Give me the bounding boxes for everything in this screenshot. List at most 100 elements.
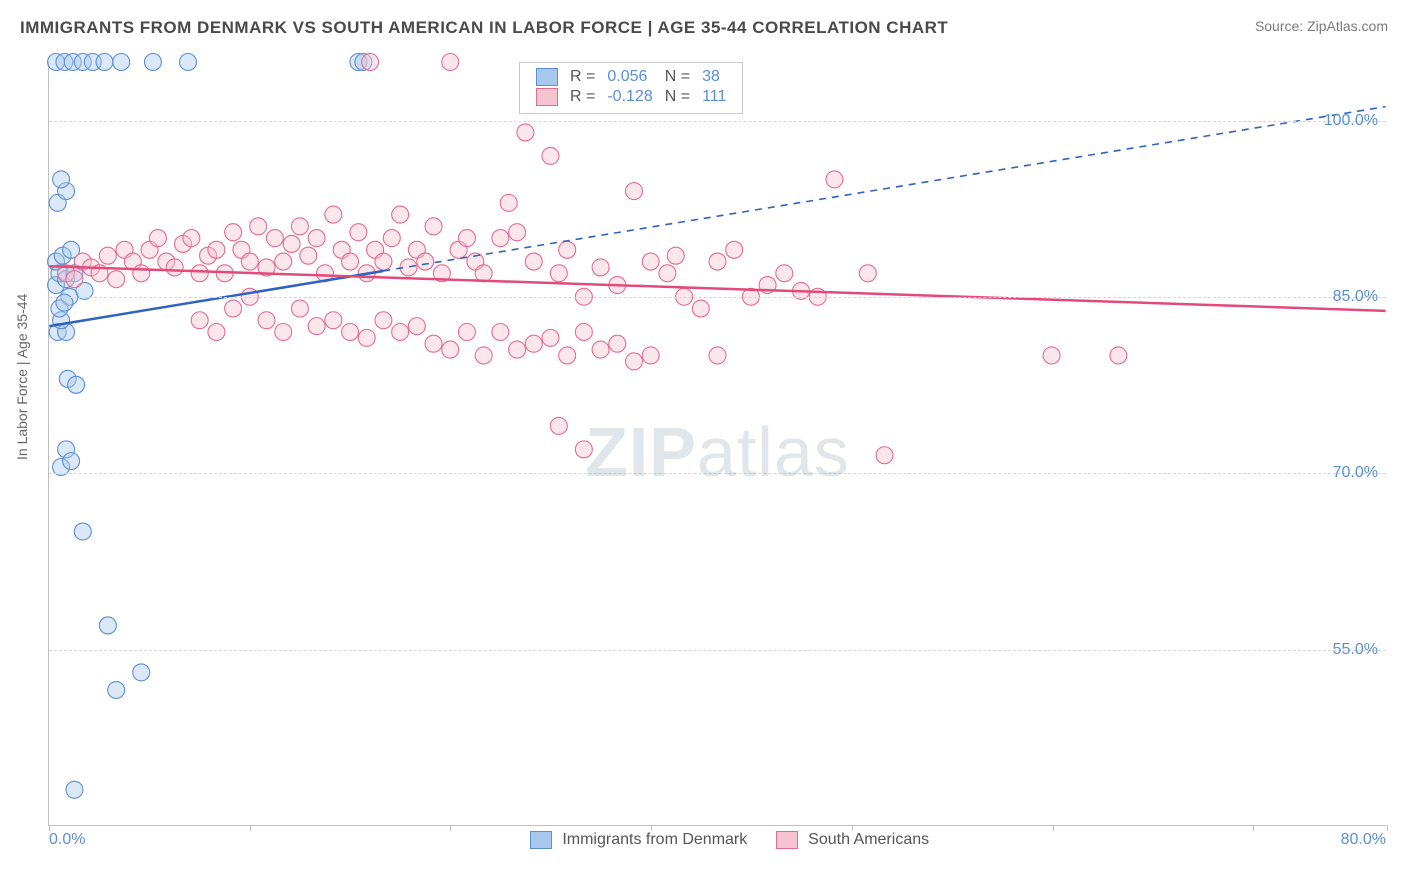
data-point-denmark: [74, 523, 91, 540]
data-point-south_american: [559, 241, 576, 258]
source-link[interactable]: ZipAtlas.com: [1307, 18, 1388, 34]
data-point-south_american: [492, 230, 509, 247]
data-point-south_american: [375, 312, 392, 329]
data-point-south_american: [509, 341, 526, 358]
data-point-south_american: [859, 265, 876, 282]
data-point-south_american: [709, 253, 726, 270]
legend-denmark-n: 38: [696, 67, 732, 87]
legend-n-label: N =: [659, 87, 696, 107]
legend-r-label: R =: [564, 67, 601, 87]
data-point-south_american: [300, 247, 317, 264]
data-point-south_american: [191, 265, 208, 282]
x-tick-label-min: 0.0%: [49, 831, 85, 849]
data-point-south_american: [183, 230, 200, 247]
data-point-denmark: [63, 453, 80, 470]
data-point-south_american: [417, 253, 434, 270]
data-point-south_american: [709, 347, 726, 364]
data-point-south_american: [876, 447, 893, 464]
legend-label-sa: South Americans: [808, 831, 929, 848]
data-point-south_american: [550, 265, 567, 282]
data-point-denmark: [96, 54, 113, 71]
data-point-south_american: [659, 265, 676, 282]
data-point-south_american: [458, 230, 475, 247]
data-point-south_american: [308, 318, 325, 335]
data-point-denmark: [180, 54, 197, 71]
data-point-south_american: [692, 300, 709, 317]
gridline-h: [49, 650, 1386, 651]
legend-swatch-denmark: [536, 68, 558, 86]
legend-sa-r: -0.128: [601, 87, 658, 107]
data-point-south_american: [642, 347, 659, 364]
chart-container: IMMIGRANTS FROM DENMARK VS SOUTH AMERICA…: [0, 0, 1406, 892]
x-tick: [1053, 825, 1054, 831]
data-point-south_american: [225, 300, 242, 317]
data-point-south_american: [166, 259, 183, 276]
data-point-south_american: [1110, 347, 1127, 364]
x-tick: [250, 825, 251, 831]
data-point-south_american: [325, 206, 342, 223]
plot-area: ZIPatlas R = 0.056 N = 38 R = -0.128 N =…: [48, 62, 1386, 826]
data-point-south_american: [517, 124, 534, 141]
data-point-south_american: [133, 265, 150, 282]
data-point-denmark: [113, 54, 130, 71]
data-point-south_american: [550, 417, 567, 434]
data-point-south_american: [191, 312, 208, 329]
data-point-south_american: [342, 323, 359, 340]
data-point-south_american: [509, 224, 526, 241]
data-point-south_american: [208, 323, 225, 340]
data-point-south_american: [408, 318, 425, 335]
data-point-south_american: [609, 335, 626, 352]
y-axis-label: In Labor Force | Age 35-44: [14, 294, 30, 460]
data-point-south_american: [575, 323, 592, 340]
data-point-south_american: [308, 230, 325, 247]
legend-series: Immigrants from Denmark South Americans: [49, 831, 1386, 849]
data-point-south_american: [241, 253, 258, 270]
data-point-south_american: [475, 265, 492, 282]
data-point-south_american: [542, 329, 559, 346]
data-point-south_american: [559, 347, 576, 364]
data-point-south_american: [342, 253, 359, 270]
data-point-south_american: [99, 247, 116, 264]
data-point-south_american: [291, 300, 308, 317]
gridline-h: [49, 297, 1386, 298]
source-attribution: Source: ZipAtlas.com: [1255, 18, 1388, 34]
data-point-denmark: [99, 617, 116, 634]
x-tick: [1253, 825, 1254, 831]
legend-row-south-american: R = -0.128 N = 111: [530, 87, 732, 107]
source-label: Source:: [1255, 18, 1303, 34]
data-point-south_american: [258, 312, 275, 329]
data-point-south_american: [250, 218, 267, 235]
data-point-south_american: [225, 224, 242, 241]
legend-correlation: R = 0.056 N = 38 R = -0.128 N = 111: [519, 62, 743, 114]
data-point-south_american: [392, 206, 409, 223]
data-point-denmark: [133, 664, 150, 681]
legend-swatch-sa-b: [776, 831, 798, 849]
data-point-south_american: [275, 323, 292, 340]
data-point-south_american: [667, 247, 684, 264]
y-tick-label: 55.0%: [1333, 641, 1378, 659]
data-point-south_american: [362, 54, 379, 71]
data-point-south_american: [392, 323, 409, 340]
data-point-denmark: [68, 376, 85, 393]
y-tick-label: 85.0%: [1333, 288, 1378, 306]
data-point-south_american: [492, 323, 509, 340]
data-point-south_american: [826, 171, 843, 188]
data-point-south_american: [442, 54, 459, 71]
data-point-south_american: [458, 323, 475, 340]
data-point-south_american: [325, 312, 342, 329]
data-point-south_american: [149, 230, 166, 247]
data-point-south_american: [726, 241, 743, 258]
data-point-south_american: [1043, 347, 1060, 364]
legend-n-label: N =: [659, 67, 696, 87]
data-point-south_american: [108, 271, 125, 288]
data-point-south_american: [475, 347, 492, 364]
legend-swatch-denmark-b: [530, 831, 552, 849]
data-point-south_american: [425, 335, 442, 352]
legend-label-denmark: Immigrants from Denmark: [562, 831, 747, 848]
legend-sa-n: 111: [696, 87, 732, 107]
data-point-denmark: [53, 171, 70, 188]
data-point-south_american: [208, 241, 225, 258]
y-tick-label: 70.0%: [1333, 464, 1378, 482]
gridline-h: [49, 121, 1386, 122]
data-point-south_american: [625, 353, 642, 370]
